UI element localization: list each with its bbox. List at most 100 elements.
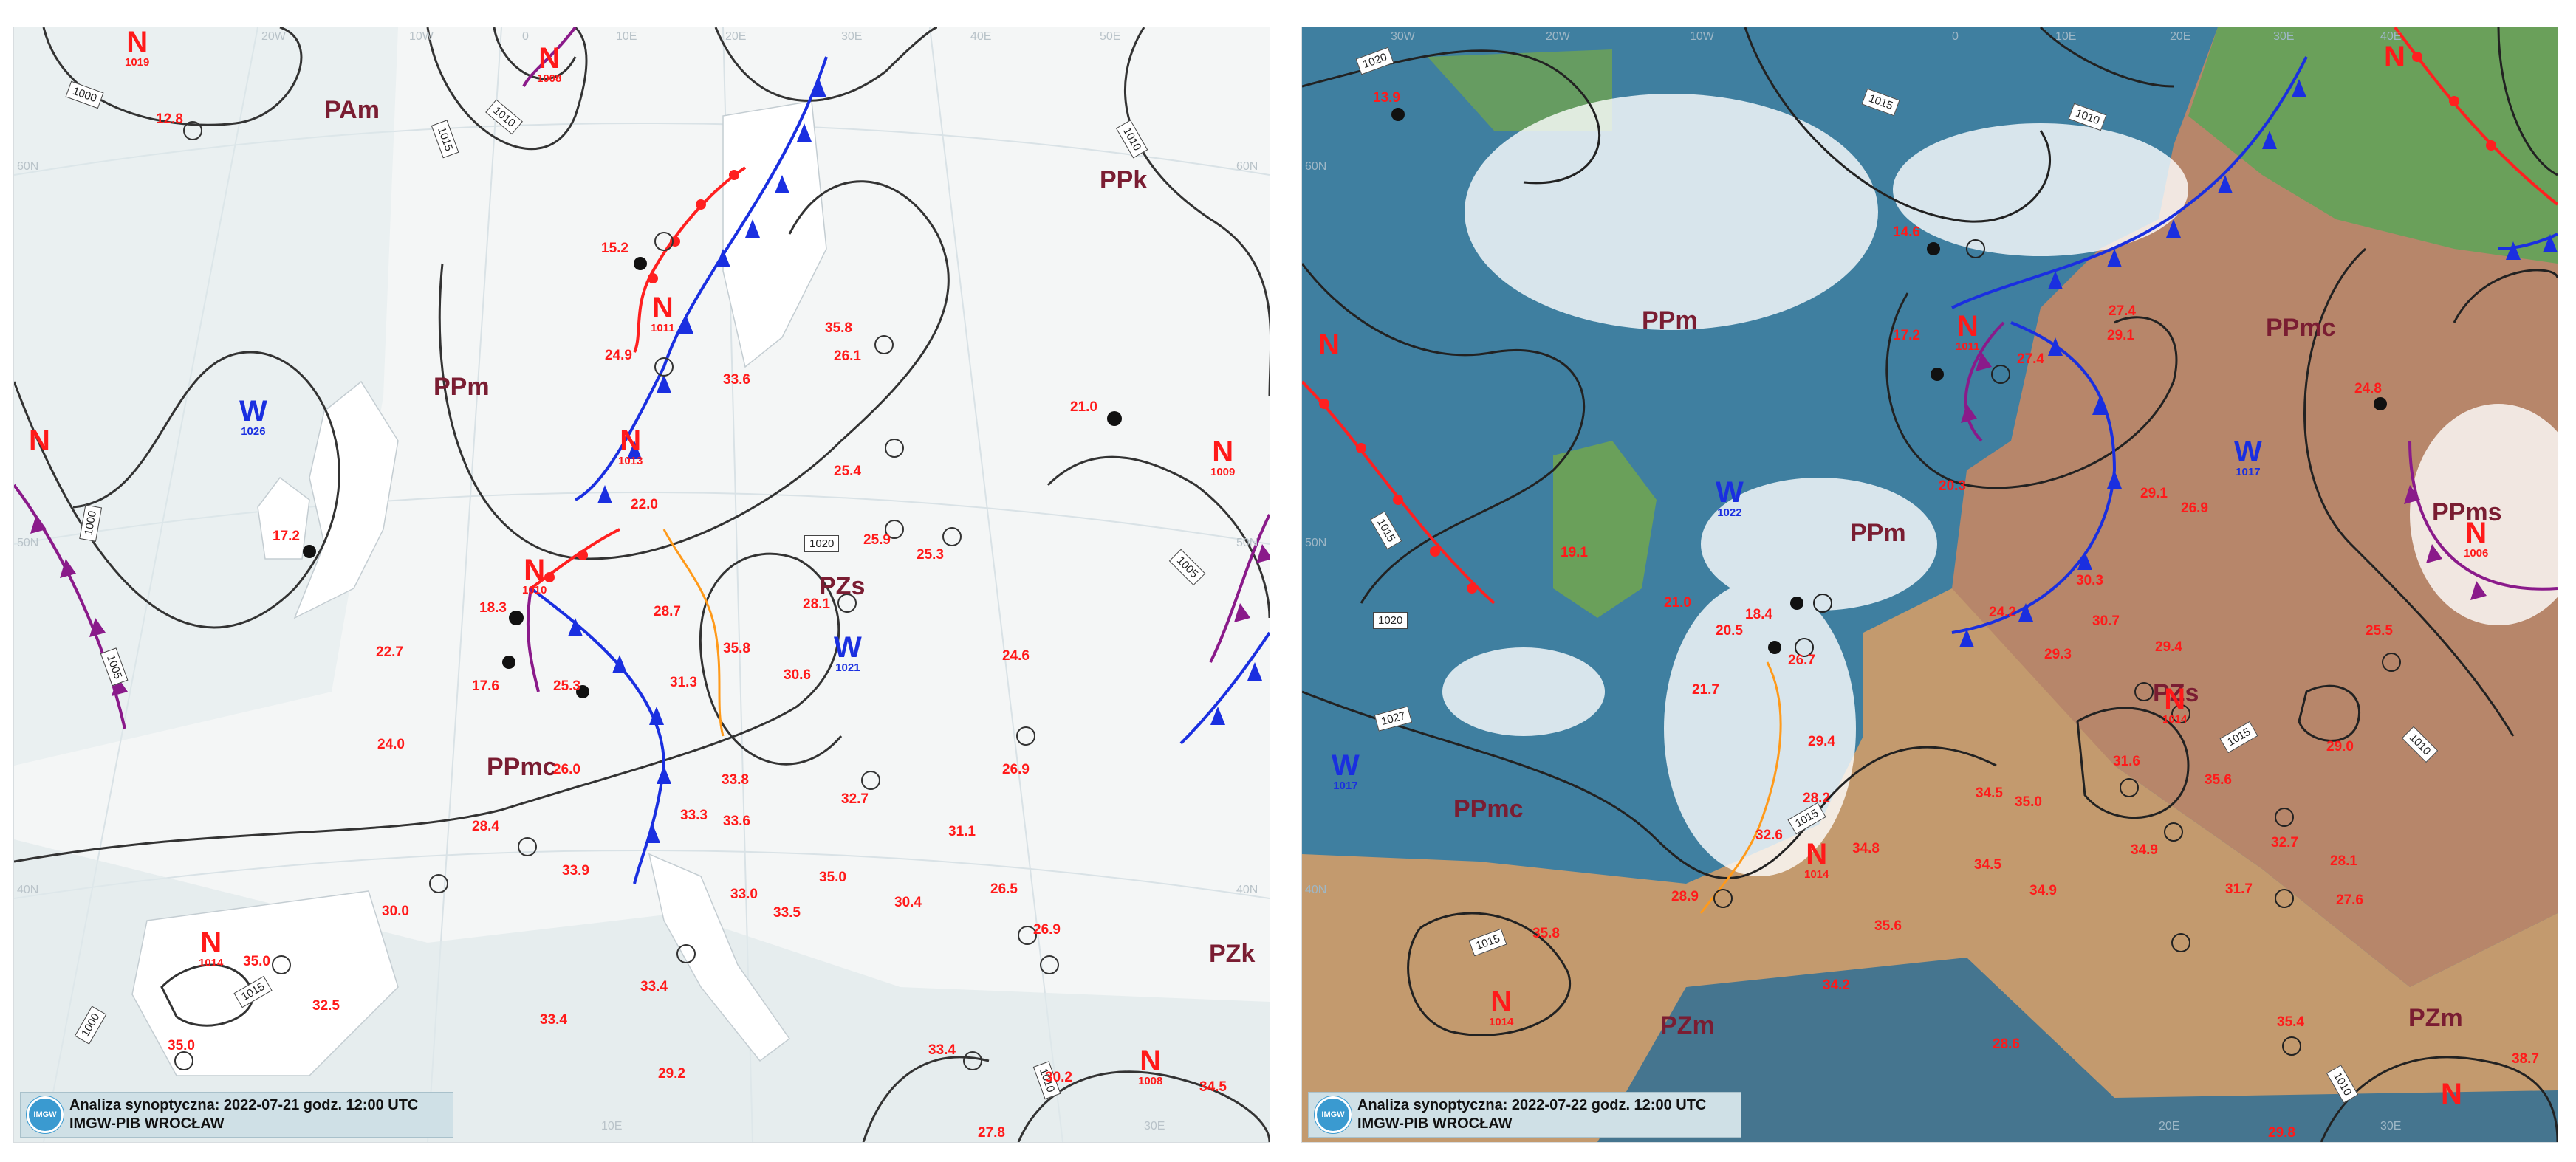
high-pressure-code: W	[239, 395, 267, 427]
high-pressure-center: W 1017	[1332, 751, 1360, 791]
temperature-label: 28.2	[1803, 791, 1830, 806]
temperature-label: 33.9	[562, 863, 589, 879]
temperature-label: 35.8	[723, 641, 750, 656]
temperature-label: 30.3	[2076, 573, 2103, 588]
temperature-label: 26.1	[834, 348, 861, 364]
grid-label: 10E	[2055, 30, 2077, 43]
imgw-logo: IMGW	[27, 1096, 64, 1133]
pressure-value: 1006	[2464, 547, 2489, 560]
grid-label: 50N	[1236, 537, 1258, 549]
temperature-label: 26.7	[1788, 653, 1815, 668]
temperature-label: 35.0	[168, 1038, 195, 1053]
grid-label: 0	[522, 30, 529, 43]
low-pressure-code: N	[1318, 329, 1340, 361]
temperature-label: 33.5	[773, 905, 801, 921]
synoptic-map-left: 20W 10W 0 10E 20E 30E 40E 50E 60N 60N 50…	[13, 27, 1270, 1143]
grid-label: 30E	[841, 30, 863, 43]
temperature-label: 28.9	[1671, 889, 1699, 904]
low-pressure-center: N 1009	[1210, 437, 1235, 478]
pressure-value: 1022	[1717, 506, 1742, 519]
temperature-label: 28.1	[2330, 853, 2357, 869]
temperature-label: 34.5	[1199, 1079, 1227, 1095]
temperature-label: 35.0	[243, 954, 270, 969]
temperature-label: 20.5	[1716, 623, 1743, 639]
low-pressure-code: N	[620, 424, 642, 457]
temperature-label: 26.5	[990, 881, 1018, 897]
temperature-label: 21.0	[1664, 595, 1691, 611]
low-pressure-code: N	[1956, 310, 1979, 343]
temperature-label: 25.9	[863, 532, 891, 548]
low-pressure-center: N 1011	[651, 293, 675, 334]
temperature-label: 33.6	[723, 372, 750, 388]
high-pressure-code: W	[1332, 749, 1360, 782]
air-mass-label: PZm	[1660, 1011, 1715, 1039]
pressure-value: 1014	[2162, 713, 2188, 726]
analysis-title: Analiza synoptyczna: 2022-07-21 godz. 12…	[69, 1097, 419, 1113]
grid-label: 30E	[2380, 1120, 2402, 1132]
temperature-label: 35.6	[1874, 918, 1902, 934]
temperature-label: 34.5	[1976, 785, 2003, 801]
temperature-label: 34.8	[1852, 841, 1880, 856]
pressure-value: 1008	[1138, 1075, 1163, 1087]
grid-label: 50E	[1100, 30, 1121, 43]
pressure-value: 1011	[1956, 340, 1980, 353]
low-pressure-center: N 1013	[618, 426, 643, 467]
temperature-label: 15.2	[601, 241, 628, 256]
grid-label: 10E	[601, 1120, 623, 1132]
temperature-label: 13.9	[1373, 90, 1400, 106]
temperature-label: 28.7	[654, 604, 681, 619]
temperature-label: 33.3	[680, 808, 708, 823]
grid-label: 50N	[1305, 537, 1327, 549]
air-mass-label: PPm	[434, 373, 490, 401]
air-mass-label: PPms	[2432, 498, 2502, 526]
grid-label: 20E	[2159, 1120, 2180, 1132]
synoptic-map-right: 30W 20W 10W 0 10E 20E 30E 40E 60N 50N 40…	[1301, 27, 2558, 1143]
grid-label: 40E	[970, 30, 992, 43]
pressure-value: 1009	[1210, 466, 1236, 478]
temperature-label: 27.4	[2109, 303, 2136, 319]
grid-label: 60N	[1236, 160, 1258, 173]
temperature-label: 29.0	[2326, 739, 2354, 754]
temperature-label: 33.4	[640, 979, 668, 994]
pressure-value: 1021	[835, 661, 860, 674]
temperature-label: 28.4	[472, 819, 499, 834]
temperature-label: 35.8	[825, 320, 852, 336]
temperature-label: 28.1	[803, 597, 830, 612]
pressure-value: 1008	[537, 72, 562, 85]
temperature-label: 32.7	[841, 791, 869, 807]
temperature-label: 20.3	[1939, 478, 1966, 494]
temperature-label: 22.7	[376, 644, 403, 660]
temperature-label: 26.0	[553, 762, 580, 777]
temperature-label: 25.5	[2366, 623, 2393, 639]
map-canvas	[1302, 27, 2558, 1142]
air-mass-label: PZk	[1209, 940, 1256, 968]
pressure-value: 1014	[199, 957, 224, 969]
temperature-label: 35.0	[2015, 794, 2042, 810]
temperature-label: 35.8	[1532, 926, 1560, 941]
grid-label: 40E	[2380, 30, 2402, 43]
temperature-label: 29.4	[2155, 639, 2182, 655]
low-pressure-code: N	[2465, 517, 2487, 549]
air-mass-label: PPmc	[2266, 314, 2336, 342]
institution-name: IMGW-PIB WROCŁAW	[69, 1115, 225, 1132]
temperature-label: 22.0	[631, 497, 658, 512]
low-pressure-center: N	[2384, 42, 2405, 72]
grid-label: 20W	[1546, 30, 1570, 43]
grid-label: 40N	[1236, 884, 1258, 896]
temperature-label: 32.5	[312, 998, 340, 1014]
temperature-label: 24.8	[2354, 381, 2382, 396]
low-pressure-code: N	[29, 424, 50, 457]
temperature-label: 31.6	[2113, 754, 2140, 769]
temperature-label: 26.9	[1033, 922, 1061, 938]
temperature-label: 32.6	[1755, 828, 1783, 843]
temperature-label: 34.2	[1823, 977, 1850, 993]
high-pressure-code: W	[834, 631, 862, 664]
temperature-label: 33.6	[723, 814, 750, 829]
temperature-label: 24.6	[1002, 648, 1030, 664]
temperature-label: 33.4	[540, 1012, 567, 1028]
temperature-label: 38.7	[2512, 1051, 2539, 1067]
low-pressure-center: N 1019	[125, 27, 149, 68]
grid-label: 60N	[1305, 160, 1327, 173]
grid-label: 20E	[725, 30, 747, 43]
temperature-label: 18.3	[479, 600, 507, 616]
